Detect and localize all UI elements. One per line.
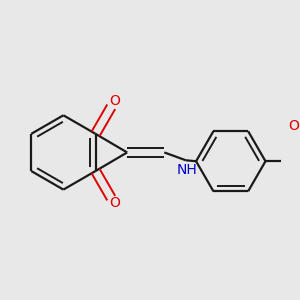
Text: O: O <box>110 94 121 108</box>
Text: O: O <box>288 119 299 133</box>
Text: O: O <box>110 196 121 211</box>
Text: NH: NH <box>176 163 197 177</box>
